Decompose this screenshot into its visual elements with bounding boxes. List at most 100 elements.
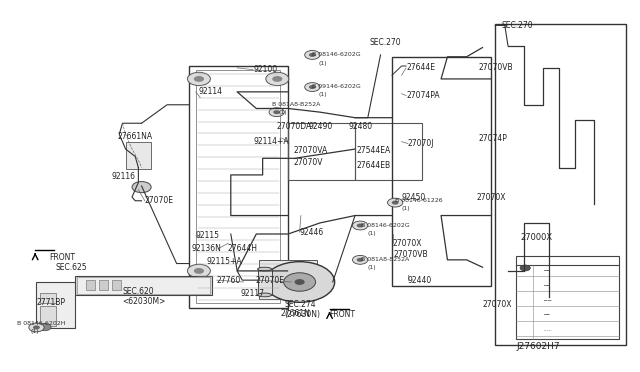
Circle shape — [284, 273, 316, 291]
Bar — [259, 260, 317, 299]
Text: J27602H7: J27602H7 — [516, 342, 560, 351]
Text: FRONT: FRONT — [49, 253, 75, 263]
Bar — [40, 306, 56, 326]
Text: 92450: 92450 — [401, 193, 426, 202]
Text: 27644H: 27644H — [228, 244, 258, 253]
Circle shape — [272, 268, 282, 274]
Text: SEC.620: SEC.620 — [122, 287, 154, 296]
Bar — [36, 282, 75, 328]
Circle shape — [353, 256, 368, 264]
Bar — [495, 23, 626, 345]
Text: (1): (1) — [368, 231, 376, 237]
Text: B 09146-6202G: B 09146-6202G — [312, 84, 361, 89]
Circle shape — [309, 53, 316, 57]
Ellipse shape — [257, 267, 271, 271]
Circle shape — [356, 224, 364, 228]
Text: (27630N): (27630N) — [284, 310, 320, 319]
Bar — [111, 280, 120, 291]
Text: 2771BP: 2771BP — [36, 298, 65, 307]
Ellipse shape — [257, 293, 271, 297]
Circle shape — [353, 221, 368, 230]
Circle shape — [273, 110, 280, 114]
Text: B 08146-6202G: B 08146-6202G — [312, 52, 361, 57]
Text: 92114: 92114 — [199, 87, 223, 96]
Text: B 081A8-8252A: B 081A8-8252A — [362, 257, 410, 262]
Text: 92116: 92116 — [111, 172, 136, 181]
Circle shape — [194, 76, 204, 82]
Text: SEC.274: SEC.274 — [284, 300, 316, 310]
Bar — [189, 66, 287, 308]
Text: 27661N: 27661N — [280, 309, 310, 318]
Text: 27070X: 27070X — [483, 300, 512, 309]
Text: 92446: 92446 — [300, 228, 324, 237]
Circle shape — [132, 182, 151, 193]
Text: 27661NA: 27661NA — [117, 132, 152, 141]
Text: ──: ── — [543, 314, 550, 318]
Circle shape — [264, 262, 335, 302]
Circle shape — [294, 279, 305, 285]
Text: 27644E: 27644E — [406, 63, 435, 72]
Text: 27544EA: 27544EA — [357, 147, 391, 155]
Bar — [516, 256, 620, 339]
Text: 27070VB: 27070VB — [478, 63, 513, 72]
Text: SEC.270: SEC.270 — [370, 38, 401, 47]
Text: 92136N: 92136N — [191, 244, 221, 253]
Text: B 08146-6202G: B 08146-6202G — [362, 223, 410, 228]
Text: (1): (1) — [368, 266, 376, 270]
Text: (1): (1) — [401, 206, 410, 211]
Text: 27070VA: 27070VA — [293, 147, 328, 155]
Text: 92117: 92117 — [241, 289, 265, 298]
Text: 27070J: 27070J — [408, 139, 435, 148]
Bar — [40, 293, 56, 304]
Text: ──: ── — [543, 284, 550, 289]
Text: 92115: 92115 — [196, 231, 220, 240]
Text: (1): (1) — [278, 110, 287, 115]
Circle shape — [388, 198, 403, 207]
Text: 27074P: 27074P — [478, 134, 507, 142]
Circle shape — [392, 201, 399, 205]
Bar — [392, 57, 491, 286]
Circle shape — [266, 264, 289, 278]
Text: FRONT: FRONT — [330, 310, 356, 319]
Circle shape — [188, 72, 211, 86]
Bar — [196, 70, 280, 304]
Circle shape — [33, 326, 40, 329]
Bar — [86, 280, 95, 291]
Text: 92115+A: 92115+A — [207, 257, 242, 266]
Circle shape — [29, 323, 44, 332]
Text: 27070E: 27070E — [145, 196, 174, 205]
Text: SEC.270: SEC.270 — [502, 21, 533, 30]
Text: 92440: 92440 — [408, 276, 432, 285]
Text: B 08146-6202H: B 08146-6202H — [17, 321, 66, 326]
Text: 27000X: 27000X — [521, 233, 553, 242]
Bar — [125, 142, 151, 169]
Circle shape — [269, 108, 284, 116]
Text: 27070E: 27070E — [255, 276, 284, 285]
Text: 27070X: 27070X — [392, 239, 422, 248]
Text: <62030M>: <62030M> — [122, 297, 166, 306]
Text: SEC.625: SEC.625 — [56, 263, 87, 272]
Bar — [355, 123, 422, 180]
Text: 27070VB: 27070VB — [394, 250, 428, 259]
Text: ·····: ····· — [543, 328, 552, 333]
Text: ─ ─: ─ ─ — [543, 299, 551, 304]
Text: B 081A8-B252A: B 081A8-B252A — [272, 102, 321, 107]
Circle shape — [356, 258, 364, 262]
Text: 27070X: 27070X — [476, 193, 506, 202]
Circle shape — [305, 83, 320, 92]
Circle shape — [266, 72, 289, 86]
Bar — [288, 123, 355, 180]
Circle shape — [272, 76, 282, 82]
Circle shape — [309, 85, 316, 89]
Bar — [257, 269, 271, 295]
Circle shape — [188, 264, 211, 278]
Bar — [99, 280, 108, 291]
Text: 92480: 92480 — [349, 122, 372, 131]
Text: 92490: 92490 — [308, 122, 333, 131]
Circle shape — [194, 268, 204, 274]
Text: 27644EB: 27644EB — [357, 161, 391, 170]
Text: 27070DA: 27070DA — [276, 122, 312, 131]
Bar — [77, 277, 210, 294]
Text: 92114+A: 92114+A — [253, 137, 289, 146]
Circle shape — [520, 265, 531, 271]
